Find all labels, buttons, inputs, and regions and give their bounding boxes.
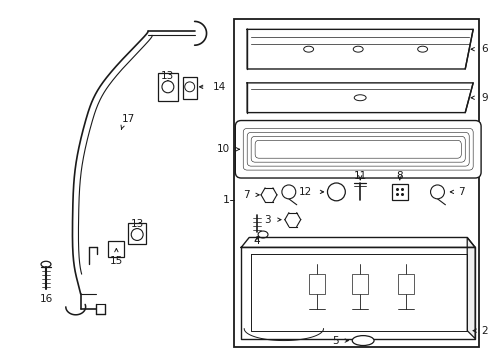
Circle shape	[162, 81, 174, 93]
Bar	[351, 274, 367, 294]
FancyBboxPatch shape	[108, 242, 124, 257]
Ellipse shape	[303, 46, 313, 52]
Circle shape	[281, 185, 295, 199]
Text: 8: 8	[396, 171, 402, 181]
FancyBboxPatch shape	[158, 73, 178, 101]
Text: 7: 7	[457, 187, 464, 197]
Bar	[397, 274, 413, 294]
Text: 13: 13	[161, 71, 174, 81]
Ellipse shape	[41, 261, 51, 267]
Text: 9: 9	[480, 93, 487, 103]
FancyBboxPatch shape	[391, 184, 407, 200]
Text: 2: 2	[480, 326, 487, 336]
Circle shape	[131, 229, 143, 240]
Text: 11: 11	[353, 171, 366, 181]
Text: 7: 7	[243, 190, 250, 200]
Polygon shape	[247, 30, 472, 69]
Text: 10: 10	[217, 144, 230, 154]
Text: 12: 12	[298, 187, 311, 197]
Text: 13: 13	[130, 219, 143, 229]
Polygon shape	[241, 238, 474, 247]
Text: 1: 1	[222, 195, 229, 205]
Ellipse shape	[351, 336, 373, 346]
Ellipse shape	[352, 46, 363, 52]
Text: 4: 4	[253, 237, 260, 247]
Circle shape	[184, 82, 194, 92]
Polygon shape	[241, 247, 474, 339]
Text: 16: 16	[40, 294, 53, 304]
Ellipse shape	[353, 95, 366, 101]
FancyBboxPatch shape	[183, 77, 196, 99]
Circle shape	[429, 185, 444, 199]
Ellipse shape	[417, 46, 427, 52]
Circle shape	[327, 183, 345, 201]
Polygon shape	[466, 238, 474, 339]
FancyBboxPatch shape	[235, 121, 480, 178]
FancyBboxPatch shape	[128, 222, 146, 244]
Text: 17: 17	[122, 113, 135, 123]
Bar	[308, 274, 324, 294]
Text: 15: 15	[109, 256, 123, 266]
Text: 3: 3	[264, 215, 270, 225]
Polygon shape	[247, 83, 472, 113]
Ellipse shape	[258, 231, 267, 238]
Bar	[234, 19, 478, 347]
Text: 5: 5	[331, 336, 338, 346]
Text: 14: 14	[212, 82, 225, 92]
Text: 6: 6	[480, 44, 487, 54]
